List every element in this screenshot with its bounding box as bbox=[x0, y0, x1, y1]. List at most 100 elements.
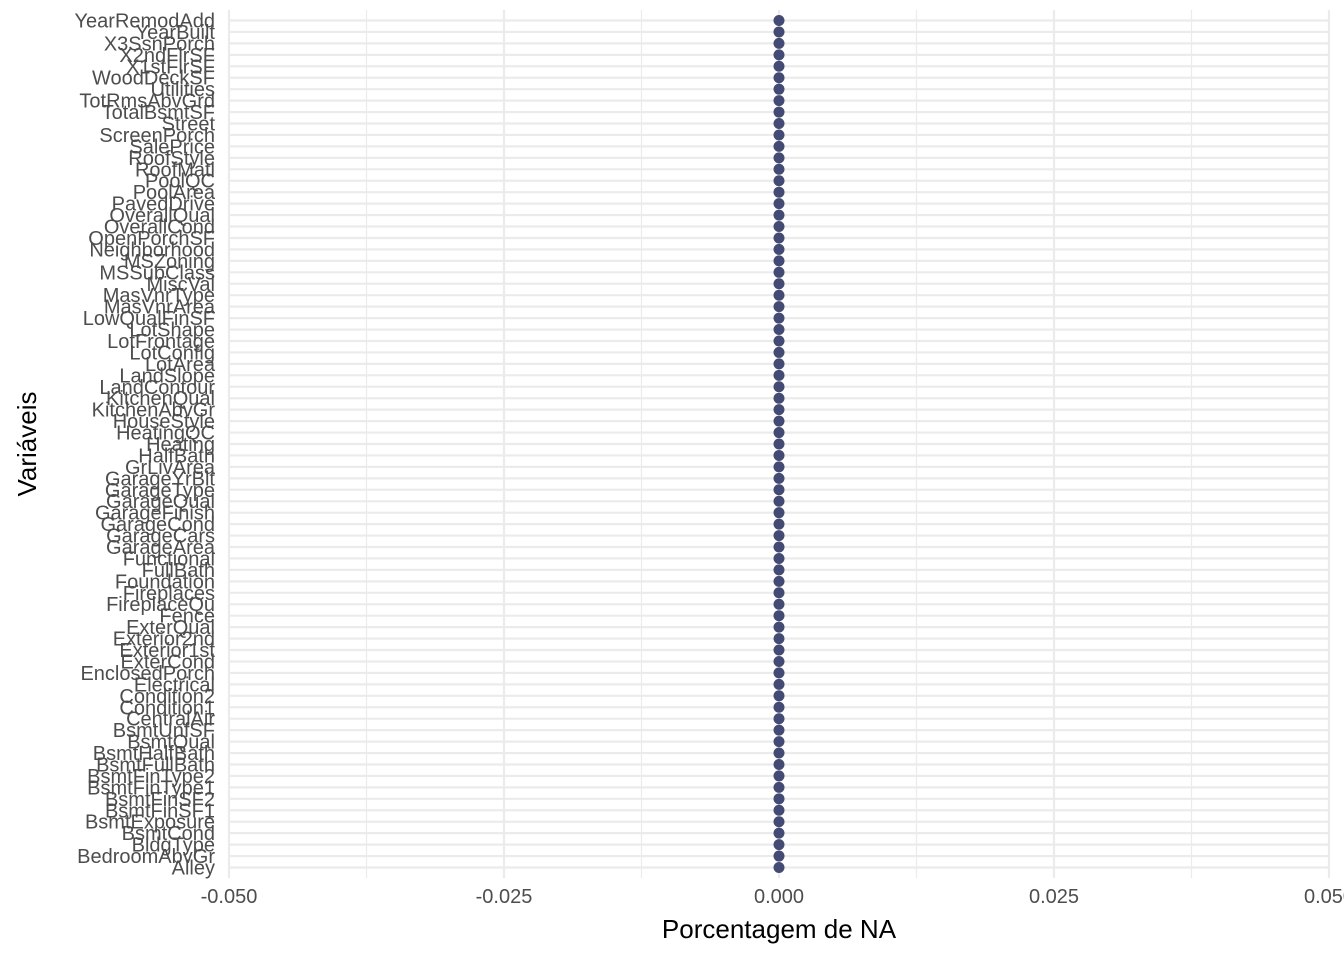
y-tick-label: BsmtFinType2 bbox=[87, 766, 215, 788]
y-tick-label: SalePrice bbox=[129, 136, 215, 158]
y-tick-label: LotConfig bbox=[129, 342, 215, 364]
data-point bbox=[773, 472, 785, 484]
data-point bbox=[773, 186, 785, 198]
y-tick-label: LotFrontage bbox=[107, 331, 215, 353]
data-point bbox=[773, 564, 785, 576]
data-point bbox=[773, 541, 785, 553]
data-point bbox=[773, 140, 785, 152]
y-tick-label: X3SsnPorch bbox=[104, 33, 215, 55]
data-point bbox=[773, 369, 785, 381]
y-tick-label: HeatingQC bbox=[116, 423, 215, 445]
data-point bbox=[773, 507, 785, 519]
y-tick-label: OverallCond bbox=[104, 217, 215, 239]
data-point bbox=[773, 701, 785, 713]
y-tick-label: WoodDeckSF bbox=[92, 68, 215, 90]
x-tick-label: 0.025 bbox=[1029, 886, 1079, 908]
x-tick-label: -0.050 bbox=[201, 886, 258, 908]
y-tick-label: Foundation bbox=[115, 571, 215, 593]
data-point bbox=[773, 484, 785, 496]
data-points bbox=[773, 15, 785, 873]
y-tick-label: BsmtFinType1 bbox=[87, 777, 215, 799]
y-tick-label: ExterQual bbox=[126, 617, 215, 639]
y-tick-label: BsmtExposure bbox=[85, 812, 215, 834]
y-tick-label: Utilities bbox=[151, 79, 215, 101]
data-point bbox=[773, 530, 785, 542]
y-tick-label: LotArea bbox=[145, 354, 216, 376]
data-point bbox=[773, 736, 785, 748]
y-tick-label: TotRmsAbvGrd bbox=[79, 91, 215, 113]
y-tick-label: Exterior1st bbox=[119, 640, 215, 662]
y-tick-label: BsmtUnfSF bbox=[113, 720, 215, 742]
data-point bbox=[773, 335, 785, 347]
data-point bbox=[773, 83, 785, 95]
data-point bbox=[773, 152, 785, 164]
y-tick-label: BsmtQual bbox=[127, 732, 215, 754]
data-point bbox=[773, 118, 785, 130]
data-point bbox=[773, 346, 785, 358]
data-point bbox=[773, 243, 785, 255]
data-point bbox=[773, 667, 785, 679]
y-tick-label: MasVnrType bbox=[103, 285, 215, 307]
data-point bbox=[773, 324, 785, 336]
y-tick-label: GrLivArea bbox=[125, 457, 216, 479]
y-tick-label: LandSlope bbox=[119, 365, 215, 387]
data-point bbox=[773, 793, 785, 805]
x-tick-labels: -0.050 -0.025 0.000 0.025 0.050 bbox=[201, 886, 1344, 908]
data-point bbox=[773, 72, 785, 84]
y-tick-label: FireplaceQu bbox=[106, 594, 215, 616]
y-tick-label: PoolArea bbox=[133, 182, 216, 204]
data-point bbox=[773, 37, 785, 49]
y-tick-label: Neighborhood bbox=[89, 239, 215, 261]
y-tick-label: BsmtCond bbox=[122, 823, 215, 845]
y-tick-label: GarageArea bbox=[106, 537, 216, 559]
y-tick-label: OverallQual bbox=[109, 205, 215, 227]
data-point bbox=[773, 747, 785, 759]
y-tick-label: YearRemodAdd bbox=[75, 11, 215, 33]
y-tick-label: Condition2 bbox=[119, 686, 215, 708]
y-tick-label: MasVnrArea bbox=[104, 297, 216, 319]
data-point bbox=[773, 758, 785, 770]
data-point bbox=[773, 232, 785, 244]
y-tick-label: GarageFinish bbox=[95, 503, 215, 525]
y-tick-label: RoofMatl bbox=[135, 159, 215, 181]
data-point bbox=[773, 415, 785, 427]
data-point bbox=[773, 518, 785, 530]
data-point bbox=[773, 175, 785, 187]
y-tick-label: KitchenQual bbox=[106, 388, 215, 410]
data-point bbox=[773, 781, 785, 793]
y-tick-label: MiscVal bbox=[146, 274, 215, 296]
data-point bbox=[773, 15, 785, 26]
y-tick-label: GarageCond bbox=[100, 514, 215, 536]
data-point bbox=[773, 827, 785, 839]
y-tick-label: X2ndFlrSF bbox=[119, 45, 215, 67]
data-point bbox=[773, 724, 785, 736]
data-point bbox=[773, 770, 785, 782]
y-tick-label: YearBuilt bbox=[136, 22, 216, 44]
data-point bbox=[773, 312, 785, 324]
y-tick-label: PoolQC bbox=[145, 171, 215, 193]
y-tick-label: Fireplaces bbox=[123, 583, 215, 605]
y-tick-label: MSZoning bbox=[124, 251, 215, 273]
data-point bbox=[773, 49, 785, 61]
y-tick-label: Street bbox=[162, 114, 216, 136]
data-point bbox=[773, 495, 785, 507]
data-point bbox=[773, 461, 785, 473]
data-point bbox=[773, 644, 785, 656]
y-tick-label: RoofStyle bbox=[128, 148, 215, 170]
data-point bbox=[773, 438, 785, 450]
data-point bbox=[773, 839, 785, 851]
y-tick-label: BsmtFullBath bbox=[96, 754, 215, 776]
y-tick-label: ExterCond bbox=[121, 651, 216, 673]
data-point bbox=[773, 690, 785, 702]
y-tick-label: GarageQual bbox=[106, 491, 215, 513]
x-tick-label: 0.050 bbox=[1304, 886, 1344, 908]
y-tick-label: BsmtHalfBath bbox=[93, 743, 215, 765]
data-point bbox=[773, 60, 785, 72]
y-tick-label: PavedDrive bbox=[112, 194, 215, 216]
data-point bbox=[773, 713, 785, 725]
y-tick-label: OpenPorchSF bbox=[88, 228, 215, 250]
data-point bbox=[773, 95, 785, 107]
data-point bbox=[773, 404, 785, 416]
y-tick-label: Fence bbox=[159, 606, 215, 628]
data-point bbox=[773, 816, 785, 828]
